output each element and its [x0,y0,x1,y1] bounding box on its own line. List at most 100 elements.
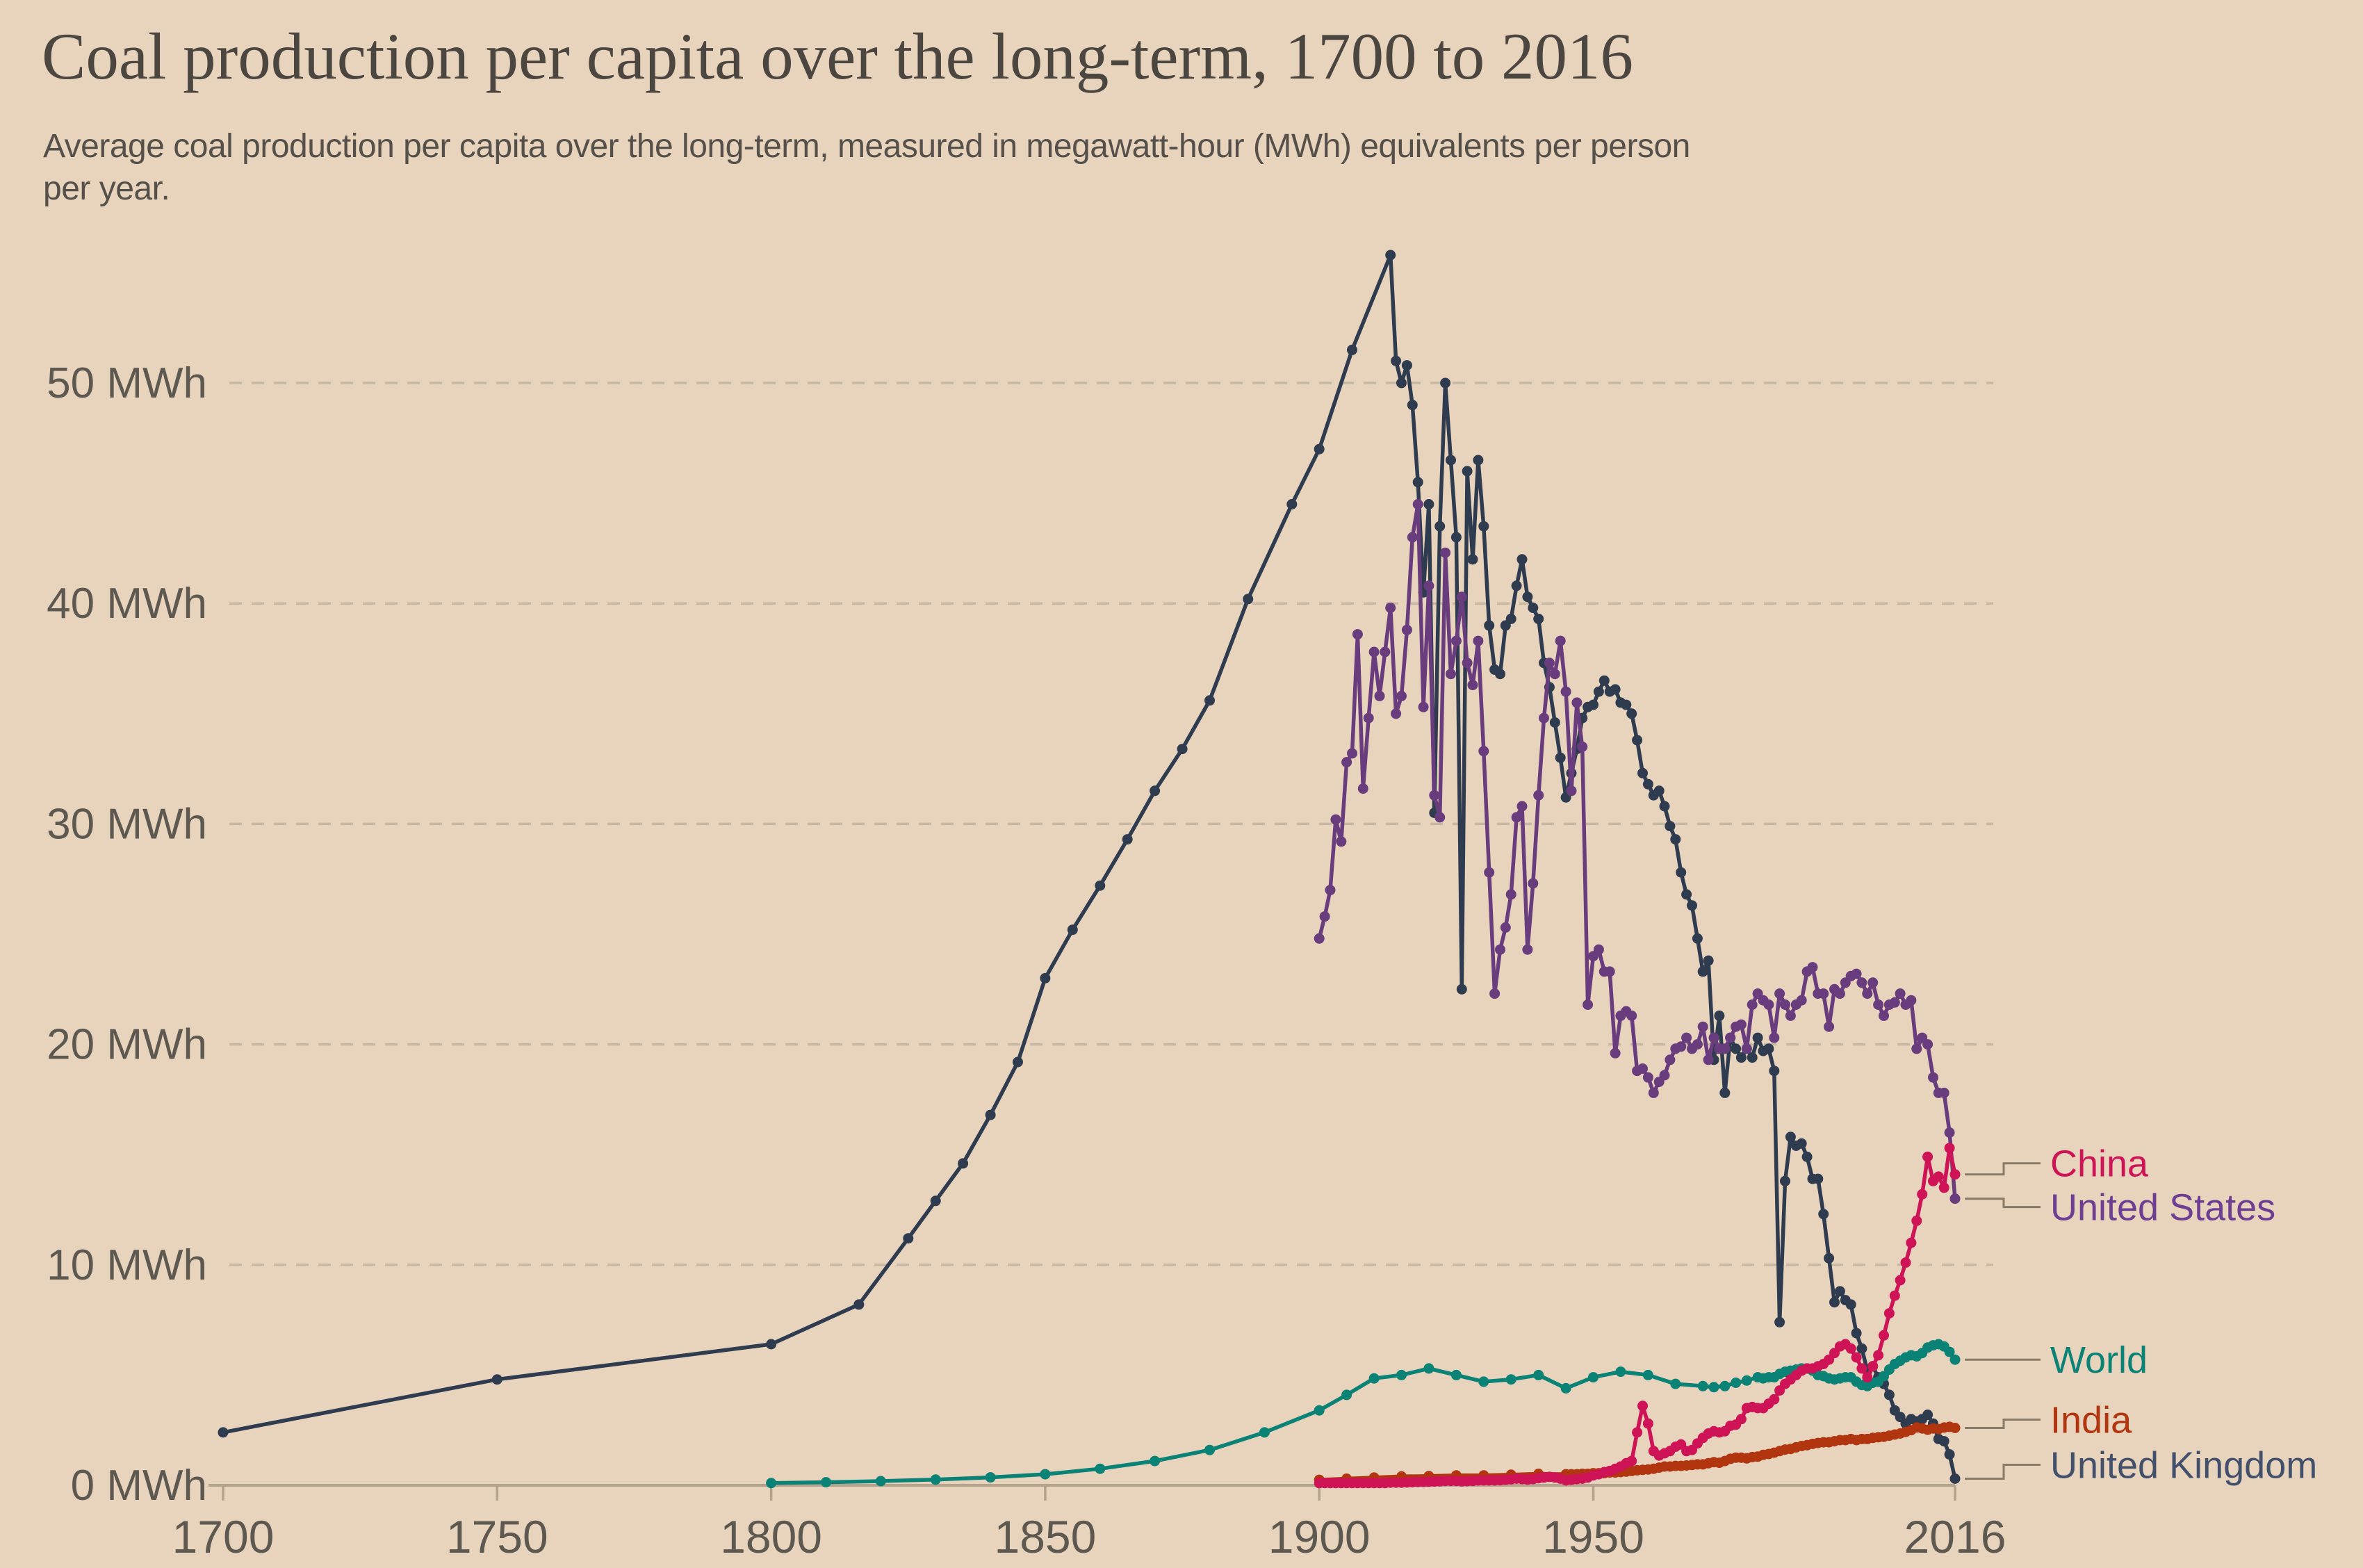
series-point-united-kingdom [1719,1087,1731,1098]
series-point-united-kingdom [1626,708,1637,719]
series-point-china [1906,1237,1917,1248]
series-point-united-states [1780,999,1790,1010]
series-point-united-kingdom [1522,591,1533,603]
series-point-united-kingdom [1243,594,1254,605]
series-point-world [1478,1376,1489,1387]
series-point-united-states [1330,814,1341,825]
series-point-world [985,1472,996,1483]
series-point-china [1900,1257,1911,1268]
series-point-united-kingdom [1385,250,1396,261]
series-point-united-states [1610,1047,1621,1059]
series-point-united-kingdom [1122,834,1133,845]
series-point-united-states [1325,885,1336,896]
series-point-world [1423,1363,1434,1374]
series-point-united-states [1423,580,1434,591]
legend-label-india: India [2050,1400,2132,1442]
series-point-china [1949,1169,1961,1180]
series-point-united-states [1560,686,1571,697]
y-axis-label: 0 MWh [71,1462,207,1510]
series-point-united-states [1824,1021,1835,1032]
series-point-china [1883,1308,1895,1319]
series-point-united-states [1522,944,1533,955]
series-point-united-kingdom [1829,1297,1840,1308]
series-point-united-kingdom [1434,521,1446,532]
series-point-united-kingdom [1533,613,1544,624]
series-point-united-kingdom [1801,1151,1813,1162]
series-point-china [1626,1455,1637,1467]
series-point-world [1949,1354,1961,1365]
series-point-world [1095,1463,1106,1474]
series-point-world [1670,1378,1681,1389]
y-axis-label: 50 MWh [47,359,207,407]
series-point-united-states [1478,746,1489,757]
series-point-china [1944,1143,1955,1154]
series-point-united-kingdom [1856,1343,1867,1354]
series-point-world [1259,1427,1270,1438]
series-point-united-kingdom [1462,466,1473,477]
series-point-united-kingdom [1632,735,1643,746]
series-point-world [1697,1380,1708,1391]
series-point-united-states [1626,1010,1637,1021]
series-point-united-states [1467,680,1478,691]
series-point-united-states [1818,988,1829,999]
chart-title: Coal production per capita over the long… [42,19,1633,93]
series-point-united-kingdom [1412,477,1423,488]
series-point-united-kingdom [1528,603,1539,613]
series-point-united-kingdom [1347,344,1357,355]
series-point-united-states [1368,646,1380,658]
series-point-united-states [1401,624,1412,635]
series-point-united-states [1834,988,1845,999]
series-point-united-kingdom [930,1195,941,1207]
series-point-world [1040,1469,1051,1480]
legend-connector-united-states [1965,1198,2041,1209]
series-point-china [1845,1343,1856,1354]
series-point-united-states [1944,1127,1955,1138]
series-point-united-kingdom [1473,455,1484,466]
series-point-world [766,1478,777,1489]
series-point-united-states [1450,635,1462,646]
series-point-united-states [1867,977,1879,988]
series-point-united-kingdom [1391,355,1402,366]
series-point-united-states [1429,790,1440,801]
series-point-united-kingdom [1516,554,1528,565]
series-point-world [1731,1378,1742,1388]
series-point-world [1560,1382,1571,1394]
series-point-united-states [1604,966,1615,977]
series-point-united-states [1895,988,1906,999]
series-point-united-states [1357,783,1368,794]
series-point-united-kingdom [903,1233,914,1244]
series-point-united-kingdom [1423,499,1434,509]
series-point-united-kingdom [1401,360,1412,371]
x-axis-label: 1900 [1268,1511,1371,1562]
series-point-united-kingdom [1040,972,1051,983]
legend-connector-india [1965,1419,2041,1430]
series-point-united-kingdom [1396,377,1407,389]
series-point-united-states [1374,690,1385,701]
series-point-world [1204,1444,1215,1455]
series-point-united-states [1380,646,1391,658]
series-point-united-states [1412,499,1423,509]
series-point-world [1396,1369,1407,1380]
series-point-world [1505,1374,1516,1385]
series-point-united-kingdom [1621,699,1632,710]
series-point-united-kingdom [1752,1032,1763,1043]
series-point-united-states [1577,741,1588,752]
series-point-united-states [1462,658,1473,669]
series-point-united-states [1341,757,1352,768]
series-point-united-states [1500,922,1511,933]
x-axis: 1700 1750 1800 1850 1900 1950 2016 [172,1484,2006,1562]
series-point-united-states [1484,867,1495,878]
series-point-china [1642,1418,1653,1429]
series-point-china [1867,1361,1879,1372]
series-point-united-states [1708,1032,1719,1043]
series-point-united-kingdom [958,1158,969,1169]
series-point-united-states [1319,911,1330,922]
series-point-world [1450,1369,1462,1380]
series-point-united-kingdom [1659,801,1670,812]
series-point-united-states [1347,748,1357,759]
series-point-united-kingdom [1407,400,1418,411]
series-point-united-kingdom [1813,1173,1824,1184]
series-point-china [1856,1363,1867,1374]
series-point-united-states [1571,697,1583,708]
series-point-united-states [1665,1054,1676,1065]
